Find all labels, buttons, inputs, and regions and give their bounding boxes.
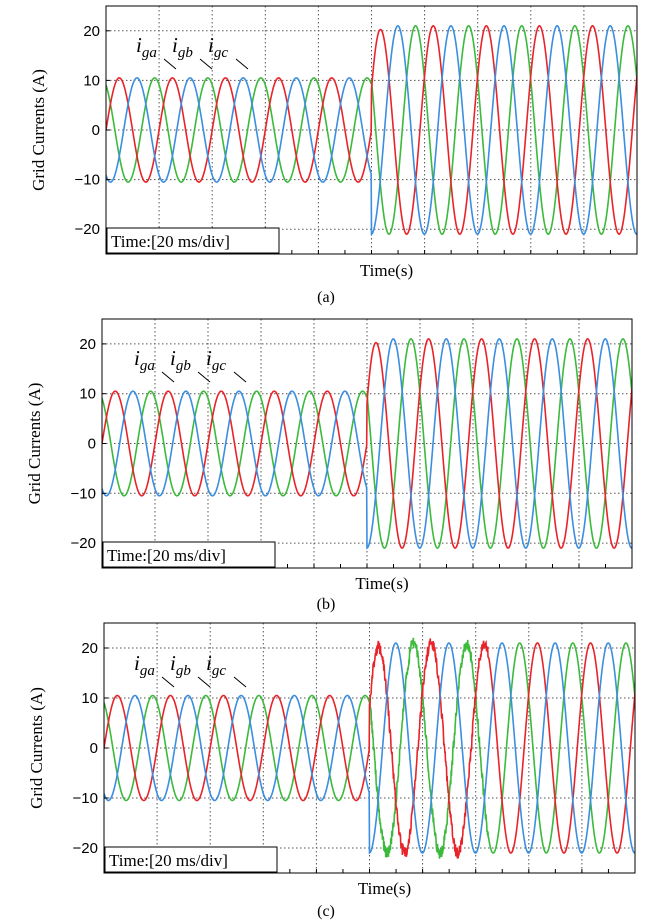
y-tick-label: −10 [73, 790, 98, 807]
waveforms [104, 637, 635, 859]
y-tick-label: −20 [73, 840, 98, 857]
y-tick-label: −10 [75, 172, 100, 189]
y-tick-label: 0 [90, 740, 98, 757]
series-annotation-ga: iga [134, 651, 155, 679]
time-scale-label: Time:[20 ms/div] [111, 232, 230, 251]
annotation-leader-ga [161, 676, 175, 688]
y-tick-label: −10 [71, 485, 96, 502]
annotation-leader-gc [235, 58, 249, 70]
panel-caption: (c) [317, 903, 335, 920]
y-tick-label: −20 [75, 221, 100, 238]
y-tick-label: 10 [83, 72, 100, 89]
grid-currents-chart-b: 20 10 0 −10 −20 Grid Currents (A) Time(s) (b) Ti… [25, 318, 633, 613]
series-annotation-gc: igc [206, 346, 226, 374]
x-axis-label: Time(s) [358, 879, 411, 898]
annotation-leader-ga [161, 371, 175, 383]
panel-caption: (b) [317, 596, 336, 613]
series-annotation-gb: igb [170, 651, 191, 679]
time-scale-label: Time:[20 ms/div] [109, 851, 228, 870]
series-annotation-ga: iga [136, 33, 157, 61]
waveforms [102, 338, 632, 550]
time-scale-box [106, 227, 280, 254]
chart-panel-a: 20 10 0 −10 −20 Grid Currents (A) Time(s) (a) Ti… [0, 0, 652, 310]
y-axis-label: Grid Currents (A) [25, 383, 44, 505]
series-annotation-ga: iga [134, 346, 155, 374]
series-annotation-gb: igb [170, 346, 191, 374]
annotation-leader-gb [197, 676, 211, 688]
y-tick-label: −20 [71, 535, 96, 552]
waveforms [106, 25, 637, 236]
y-tick-label: 0 [88, 436, 96, 453]
grid-currents-chart-c: 20 10 0 −10 −20 Grid Currents (A) Time(s) (c) Ti… [27, 622, 636, 920]
series-annotation-gc: igc [206, 651, 226, 679]
annotation-leader-gb [197, 371, 211, 383]
y-tick-label: 20 [81, 640, 98, 657]
panel-caption: (a) [317, 289, 335, 306]
y-tick-label: 10 [81, 690, 98, 707]
series-line-i-gb [102, 338, 632, 550]
y-tick-label: 20 [79, 336, 96, 353]
chart-panel-b: 20 10 0 −10 −20 Grid Currents (A) Time(s) (b) Ti… [0, 310, 652, 615]
annotation-leader-gc [233, 676, 247, 688]
x-axis-label: Time(s) [355, 574, 408, 593]
series-annotation-gc: igc [208, 33, 228, 61]
series-line-i-gb [106, 25, 637, 236]
series-line-i-gb [104, 642, 635, 855]
y-axis-label: Grid Currents (A) [29, 69, 48, 191]
annotation-leader-gc [233, 371, 247, 383]
time-scale-label: Time:[20 ms/div] [107, 546, 226, 565]
y-tick-label: 10 [79, 386, 96, 403]
y-axis-label: Grid Currents (A) [27, 687, 46, 809]
time-scale-box [102, 541, 276, 568]
chart-panel-c: 20 10 0 −10 −20 Grid Currents (A) Time(s) (c) Ti… [0, 615, 652, 921]
annotation-leader-gb [199, 58, 213, 70]
x-axis-label: Time(s) [360, 261, 413, 280]
y-tick-label: 20 [83, 23, 100, 40]
grid-currents-chart-a: 20 10 0 −10 −20 Grid Currents (A) Time(s) (a) Ti… [29, 5, 638, 306]
series-annotation-gb: igb [172, 33, 193, 61]
y-tick-label: 0 [92, 122, 100, 139]
annotation-leader-ga [163, 58, 177, 70]
time-scale-box [104, 846, 278, 873]
